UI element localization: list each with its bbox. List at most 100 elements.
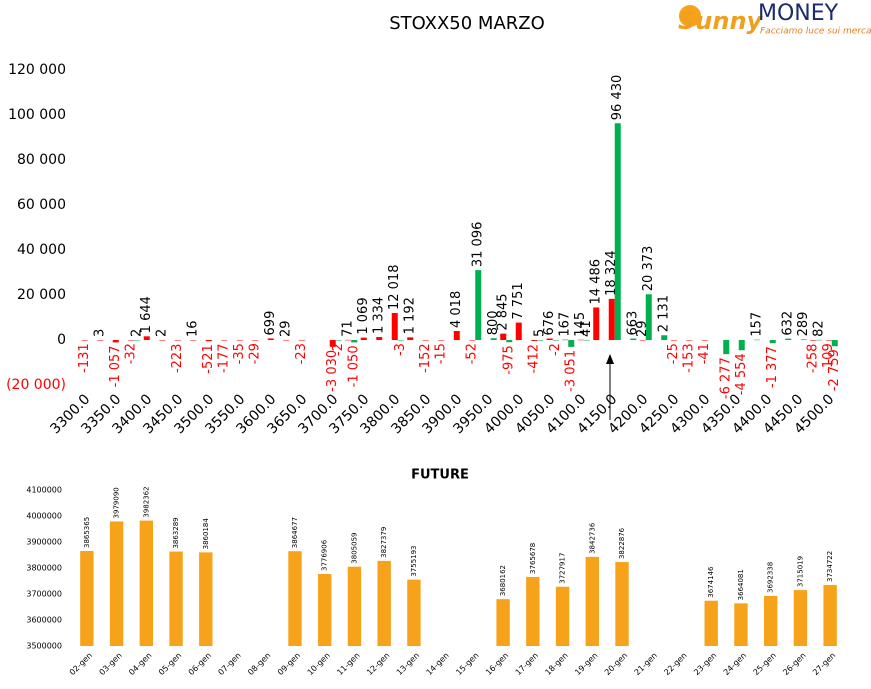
bar bbox=[810, 340, 817, 341]
data-label: 3727917 bbox=[559, 553, 567, 584]
bar bbox=[800, 339, 807, 341]
data-label: -223 bbox=[170, 344, 185, 374]
bar bbox=[585, 556, 599, 646]
x-tick-label: 05-gen bbox=[157, 651, 183, 677]
x-tick-label: 19-gen bbox=[573, 651, 599, 677]
y-tick-label: 3900000 bbox=[26, 538, 62, 547]
bar bbox=[199, 552, 213, 646]
data-label: 3765678 bbox=[529, 543, 537, 574]
bar bbox=[630, 338, 637, 341]
data-label: -521 bbox=[201, 344, 216, 374]
bar bbox=[475, 270, 482, 341]
y-tick-label: 60 000 bbox=[17, 197, 66, 213]
data-label: -6 277 bbox=[719, 357, 734, 399]
y-tick-label: 40 000 bbox=[17, 242, 66, 258]
bar bbox=[80, 551, 94, 646]
bar bbox=[546, 338, 553, 341]
bar bbox=[376, 337, 383, 341]
data-label: 3674146 bbox=[707, 566, 715, 598]
bar bbox=[763, 595, 778, 646]
x-tick-label: 21-gen bbox=[633, 651, 659, 677]
data-label: 145 bbox=[573, 312, 588, 337]
bar bbox=[109, 521, 124, 646]
bar bbox=[347, 566, 362, 646]
data-label: -177 bbox=[217, 343, 232, 373]
data-label: 1 334 bbox=[372, 297, 387, 334]
bar bbox=[81, 340, 88, 341]
bar bbox=[236, 340, 243, 341]
logo-brand: Sunny bbox=[678, 7, 764, 35]
arrow-head bbox=[606, 354, 614, 364]
bar bbox=[769, 340, 776, 344]
data-label: 96 430 bbox=[610, 75, 625, 121]
x-tick-label: 07-gen bbox=[216, 651, 242, 677]
data-label: -1 377 bbox=[765, 346, 780, 388]
bar bbox=[397, 340, 404, 341]
data-label: 800 bbox=[486, 310, 501, 335]
x-tick-label: 13-gen bbox=[395, 651, 421, 677]
data-label: -975 bbox=[502, 345, 517, 375]
data-label: -29 bbox=[248, 343, 263, 364]
data-label: -4 554 bbox=[734, 353, 749, 395]
bar bbox=[793, 590, 808, 646]
bar bbox=[738, 340, 745, 351]
x-tick-label: 27-gen bbox=[811, 651, 837, 677]
bar bbox=[686, 340, 693, 341]
data-label: 3827379 bbox=[380, 527, 388, 558]
data-label: -1 057 bbox=[108, 345, 123, 387]
x-tick-label: 18-gen bbox=[543, 651, 569, 677]
bar bbox=[583, 339, 590, 341]
bar bbox=[701, 340, 708, 341]
data-label: 3 bbox=[93, 329, 108, 337]
data-label: -3 051 bbox=[564, 350, 579, 392]
data-label: 3664081 bbox=[737, 569, 745, 600]
x-tick-label: 24-gen bbox=[722, 651, 748, 677]
data-label: 3692338 bbox=[767, 562, 775, 593]
bar bbox=[661, 335, 668, 341]
bar bbox=[568, 340, 575, 347]
data-label: 3734722 bbox=[826, 551, 834, 582]
data-label: 3979090 bbox=[113, 487, 121, 518]
data-label: 12 018 bbox=[387, 265, 402, 311]
data-label: 14 486 bbox=[589, 259, 604, 305]
bar bbox=[496, 599, 510, 646]
y-tick-label: 100 000 bbox=[8, 107, 66, 123]
data-label: -25 bbox=[666, 343, 681, 364]
data-label: -153 bbox=[682, 343, 697, 373]
bar bbox=[174, 340, 181, 341]
logo-tagline: Facciamo luce sui mercati bbox=[760, 27, 871, 37]
data-label: 2 bbox=[130, 329, 145, 337]
data-label: 2 bbox=[155, 329, 170, 337]
y-tick-label: 120 000 bbox=[8, 62, 66, 78]
data-label: 31 096 bbox=[471, 222, 486, 268]
bar bbox=[531, 340, 538, 341]
x-tick-label: 06-gen bbox=[187, 651, 213, 677]
x-tick-label: 10-gen bbox=[306, 651, 332, 677]
data-label: -2 bbox=[331, 343, 346, 356]
data-label: 167 bbox=[558, 312, 573, 337]
bar bbox=[734, 603, 748, 646]
data-label: 2 131 bbox=[657, 295, 672, 332]
bar bbox=[134, 340, 141, 341]
data-label: 3680162 bbox=[499, 565, 507, 596]
data-label: 3776906 bbox=[321, 539, 329, 571]
bar bbox=[723, 340, 730, 355]
data-label: 3865365 bbox=[83, 517, 91, 548]
data-label: 16 bbox=[186, 320, 201, 337]
bar bbox=[335, 340, 342, 341]
x-tick-label: 16-gen bbox=[484, 651, 510, 677]
data-label: 632 bbox=[781, 311, 796, 336]
bar bbox=[422, 340, 429, 341]
y-tick-label: 0 bbox=[57, 332, 66, 348]
bar bbox=[785, 338, 792, 341]
bar bbox=[391, 313, 398, 341]
bar bbox=[159, 340, 166, 341]
bar bbox=[407, 337, 414, 341]
bar bbox=[754, 339, 761, 341]
bar bbox=[252, 340, 259, 341]
data-label: 3822876 bbox=[618, 527, 626, 559]
bar bbox=[128, 340, 135, 341]
x-tick-label: 14-gen bbox=[425, 651, 451, 677]
data-label: -52 bbox=[465, 343, 480, 364]
